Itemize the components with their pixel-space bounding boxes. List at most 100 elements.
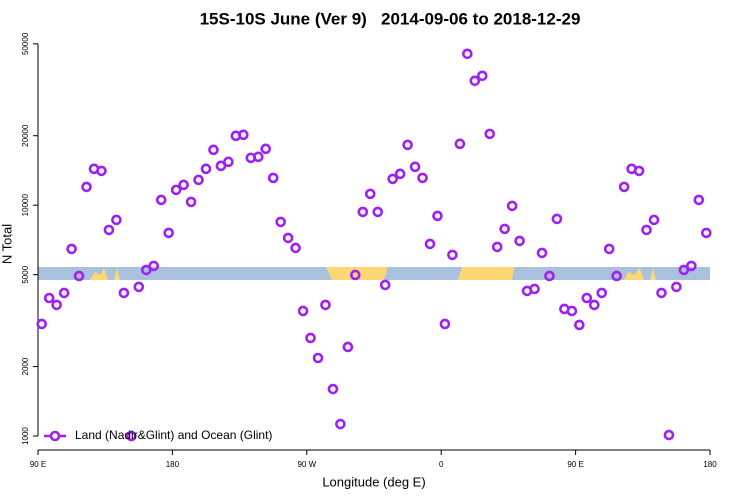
point xyxy=(379,279,391,291)
point xyxy=(693,194,705,206)
y-tick-label: 5000 xyxy=(21,265,30,283)
point xyxy=(409,161,421,173)
point xyxy=(215,160,227,172)
land-patch xyxy=(650,268,656,280)
y-tick-label: 1000 xyxy=(21,427,30,445)
point xyxy=(297,305,309,317)
point xyxy=(260,143,272,155)
point xyxy=(700,227,712,239)
point xyxy=(484,128,496,140)
land-patch xyxy=(90,268,108,280)
land-patch xyxy=(326,267,388,280)
x-tick-label: 90 E xyxy=(30,460,46,469)
point xyxy=(476,70,488,82)
point xyxy=(282,232,294,244)
point xyxy=(111,214,122,226)
point xyxy=(633,165,645,177)
y-tick-label: 2000 xyxy=(21,357,30,375)
land-patch xyxy=(624,268,644,280)
point xyxy=(126,430,137,442)
y-axis-label: N Total xyxy=(0,224,14,264)
x-tick-label: 90 E xyxy=(567,460,583,469)
point xyxy=(170,184,182,196)
point xyxy=(536,247,548,259)
surface-band xyxy=(38,267,710,280)
point xyxy=(424,238,436,250)
point xyxy=(603,243,615,255)
point xyxy=(611,270,622,282)
point xyxy=(335,418,346,430)
x-axis-label: Longitude (deg E) xyxy=(322,474,425,489)
point xyxy=(663,429,675,441)
point xyxy=(439,318,451,330)
point xyxy=(275,216,286,228)
point xyxy=(185,196,197,208)
point xyxy=(394,168,406,180)
point xyxy=(656,287,667,299)
point xyxy=(506,200,518,212)
point xyxy=(671,281,682,293)
point xyxy=(417,172,428,184)
point xyxy=(155,194,167,206)
point xyxy=(58,287,70,299)
point xyxy=(178,179,189,191)
point xyxy=(544,270,555,282)
point xyxy=(148,260,160,272)
point xyxy=(529,283,540,295)
point xyxy=(252,151,264,163)
point xyxy=(320,299,331,311)
point xyxy=(81,181,92,193)
point xyxy=(678,264,690,276)
point xyxy=(491,241,503,253)
point xyxy=(574,319,585,331)
point xyxy=(462,48,473,60)
y-tick-label: 50000 xyxy=(21,32,30,55)
point xyxy=(588,299,600,311)
point xyxy=(140,264,152,276)
point xyxy=(43,292,55,304)
point xyxy=(566,305,578,317)
point xyxy=(290,242,301,254)
point xyxy=(581,292,593,304)
point xyxy=(327,383,339,395)
point xyxy=(163,227,174,239)
legend-text: Land (Nadir&Glint) and Ocean (Glint) xyxy=(75,428,272,442)
point xyxy=(641,224,652,236)
point xyxy=(387,173,398,185)
point xyxy=(514,235,525,247)
x-tick-label: 90 W xyxy=(297,460,316,469)
point xyxy=(66,243,77,255)
point xyxy=(96,165,107,177)
point xyxy=(208,144,219,156)
point xyxy=(686,260,697,272)
point xyxy=(402,139,413,151)
point xyxy=(51,299,62,311)
point xyxy=(648,214,660,226)
x-tick-label: 180 xyxy=(703,460,717,469)
x-tick-label: 180 xyxy=(166,460,180,469)
point xyxy=(454,138,466,150)
point xyxy=(432,210,443,222)
point xyxy=(238,129,249,141)
point xyxy=(118,287,130,299)
point xyxy=(223,156,234,168)
point xyxy=(618,181,630,193)
y-tick-label: 10000 xyxy=(21,194,30,217)
point xyxy=(133,281,145,293)
x-tick-label: 0 xyxy=(439,460,444,469)
point xyxy=(447,249,458,261)
point xyxy=(551,213,563,225)
point xyxy=(305,332,316,344)
point xyxy=(193,174,204,186)
point xyxy=(103,224,115,236)
point xyxy=(372,206,384,218)
point xyxy=(73,270,85,282)
point xyxy=(200,163,212,175)
point xyxy=(364,188,376,200)
point xyxy=(342,341,354,353)
point xyxy=(596,287,608,299)
legend-symbol xyxy=(49,430,61,442)
point xyxy=(469,75,481,87)
point xyxy=(267,172,279,184)
